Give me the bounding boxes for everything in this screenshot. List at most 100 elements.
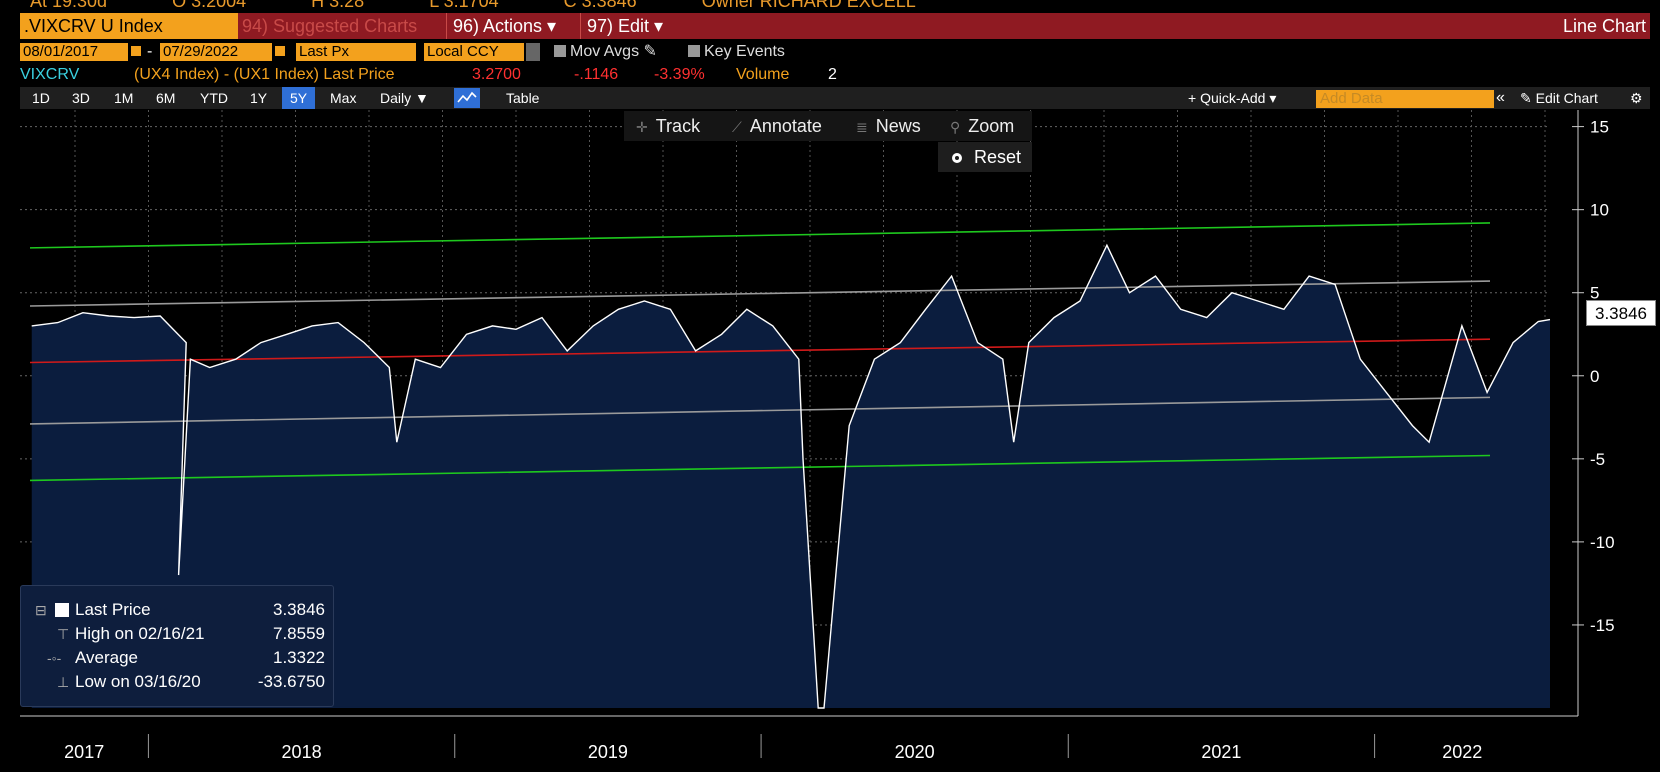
key-events-toggle[interactable]: Key Events [688, 43, 785, 61]
zoom-label: Zoom [968, 116, 1015, 136]
legend-average: -◦- Average 1.3322 [21, 646, 335, 670]
legend-high-label: High on 02/16/21 [75, 624, 205, 643]
currency-dropdown-icon[interactable] [526, 43, 540, 61]
annotate-pencil-icon: ⟋ [732, 119, 742, 135]
formula-label: (UX4 Index) - (UX1 Index) Last Price [134, 66, 395, 83]
white-swatch-icon [55, 603, 69, 617]
legend-high-value: 7.8559 [273, 624, 325, 643]
header-high: H 3.28 [311, 0, 365, 11]
header-close: C 3.3846 [563, 0, 637, 11]
legend-avg-label: Average [75, 648, 139, 667]
legend-last-price[interactable]: ⊟ Last Price 3.3846 [21, 598, 335, 622]
price-field-select[interactable]: Last Px [296, 43, 416, 61]
edit-menu[interactable]: 97) Edit ▾ [580, 13, 669, 39]
date-dash: - [147, 43, 153, 60]
suggested-charts-button[interactable]: 94) Suggested Charts [242, 16, 418, 36]
news-button[interactable]: ≣ News [856, 111, 921, 141]
pencil-icon[interactable]: ✎ [643, 43, 657, 60]
channel-outer-lower-line [29, 454, 1491, 482]
collapse-icon[interactable]: « [1496, 89, 1505, 106]
range-bar [20, 87, 1650, 109]
header-low: L 3.1704 [429, 0, 499, 11]
legend-low: ⊥ Low on 03/16/20 -33.6750 [21, 670, 335, 694]
collapse-box-icon[interactable]: ⊟ [35, 602, 47, 618]
legend-box[interactable]: ⊟ Last Price 3.3846 ⊤ High on 02/16/21 7… [20, 585, 334, 707]
quick-add-button[interactable]: + Quick-Add ▾ [1188, 90, 1277, 106]
legend-avg-value: 1.3322 [273, 648, 325, 667]
last-price-value: 3.2700 [472, 66, 521, 83]
range-5y[interactable]: 5Y [282, 87, 316, 109]
x-year-label: 2017 [64, 742, 104, 762]
crosshair-icon: ✛ [636, 119, 648, 135]
legend-last-label: Last Price [75, 600, 151, 619]
line-chart-type-icon[interactable] [454, 88, 480, 108]
x-year-label: 2021 [1201, 742, 1241, 762]
track-label: Track [655, 116, 701, 136]
edit-chart-label: Edit Chart [1535, 90, 1598, 106]
y-tick-label: -10 [1590, 533, 1615, 552]
range-3d[interactable]: 3D [72, 90, 90, 106]
x-axis: 2017 2018 2019 2020 2021 2022 [20, 715, 1578, 762]
add-data-input[interactable]: Add Data [1316, 90, 1494, 108]
range-1m[interactable]: 1M [114, 90, 134, 106]
annotate-button[interactable]: ⟋ Annotate [732, 111, 822, 141]
header-time: At 19:30d [30, 0, 108, 11]
currency-select[interactable]: Local CCY [424, 43, 524, 61]
mov-avgs-label: Mov Avgs [570, 43, 640, 60]
mov-avgs-checkbox[interactable] [554, 45, 566, 57]
reset-button[interactable]: Reset [938, 142, 1032, 172]
volume-label: Volume [736, 66, 790, 83]
annotate-label: Annotate [749, 116, 822, 136]
y-tick-label: 15 [1590, 118, 1609, 137]
start-calendar-icon[interactable] [130, 45, 142, 57]
track-button[interactable]: ✛ Track [636, 111, 700, 141]
y-tick-label: 0 [1590, 367, 1599, 386]
news-icon: ≣ [856, 119, 868, 135]
channel-inner-upper-line [29, 280, 1491, 307]
series-area-fill [31, 245, 1550, 709]
zoom-button[interactable]: ⚲ Zoom [950, 111, 1014, 141]
reset-label: Reset [974, 147, 1022, 167]
period-select[interactable]: Daily ▼ [380, 90, 429, 106]
last-price-tag: 3.3846 [1586, 300, 1656, 326]
menu-bar [20, 13, 1650, 39]
table-button[interactable]: Table [506, 90, 540, 106]
legend-low-value: -33.6750 [257, 672, 325, 691]
end-calendar-icon[interactable] [274, 45, 286, 57]
high-marker-icon: ⊤ [57, 626, 70, 642]
trend-line [29, 338, 1491, 364]
mov-avgs-toggle[interactable]: Mov Avgs ✎ [554, 43, 657, 61]
security-field[interactable]: .VIXCRV U Index [20, 13, 238, 39]
series-line [31, 243, 1551, 709]
news-label: News [875, 116, 921, 136]
x-year-label: 2022 [1442, 742, 1482, 762]
header-open: O 3.2004 [172, 0, 247, 11]
range-ytd[interactable]: YTD [200, 90, 228, 106]
range-6m[interactable]: 6M [156, 90, 176, 106]
range-1d[interactable]: 1D [32, 90, 50, 106]
x-year-label: 2019 [588, 742, 628, 762]
key-events-checkbox[interactable] [688, 45, 700, 57]
range-1y[interactable]: 1Y [250, 90, 268, 106]
chart-type-title: Line Chart [1562, 16, 1646, 36]
y-tick-label: 10 [1590, 201, 1609, 220]
edit-chart-button[interactable]: ✎ Edit Chart [1512, 87, 1606, 109]
end-date-field[interactable]: 07/29/2022 [160, 43, 272, 61]
reset-radio-icon [952, 153, 962, 163]
range-max[interactable]: Max [330, 90, 357, 106]
magnifier-icon: ⚲ [950, 119, 961, 135]
ohlc-header: At 19:30d O 3.2004 H 3.28 L 3.1704 C 3.3… [30, 0, 976, 11]
header-owner: Owner RICHARD EXCELL [701, 0, 916, 11]
actions-menu[interactable]: 96) Actions ▾ [446, 13, 562, 39]
settings-gear-icon[interactable]: ⚙ [1630, 90, 1643, 106]
chart-toolbar [624, 111, 1032, 141]
low-marker-icon: ⊥ [57, 674, 70, 690]
y-tick-label: -15 [1590, 616, 1615, 635]
y-tick-label: 5 [1590, 284, 1599, 303]
change-pct-value: -3.39% [654, 66, 705, 83]
start-date-field[interactable]: 08/01/2017 [20, 43, 128, 61]
ticker-label: VIXCRV [20, 66, 80, 83]
legend-high: ⊤ High on 02/16/21 7.8559 [21, 622, 335, 646]
average-marker-icon: -◦- [47, 650, 62, 666]
channel-outer-upper-line [29, 222, 1491, 249]
